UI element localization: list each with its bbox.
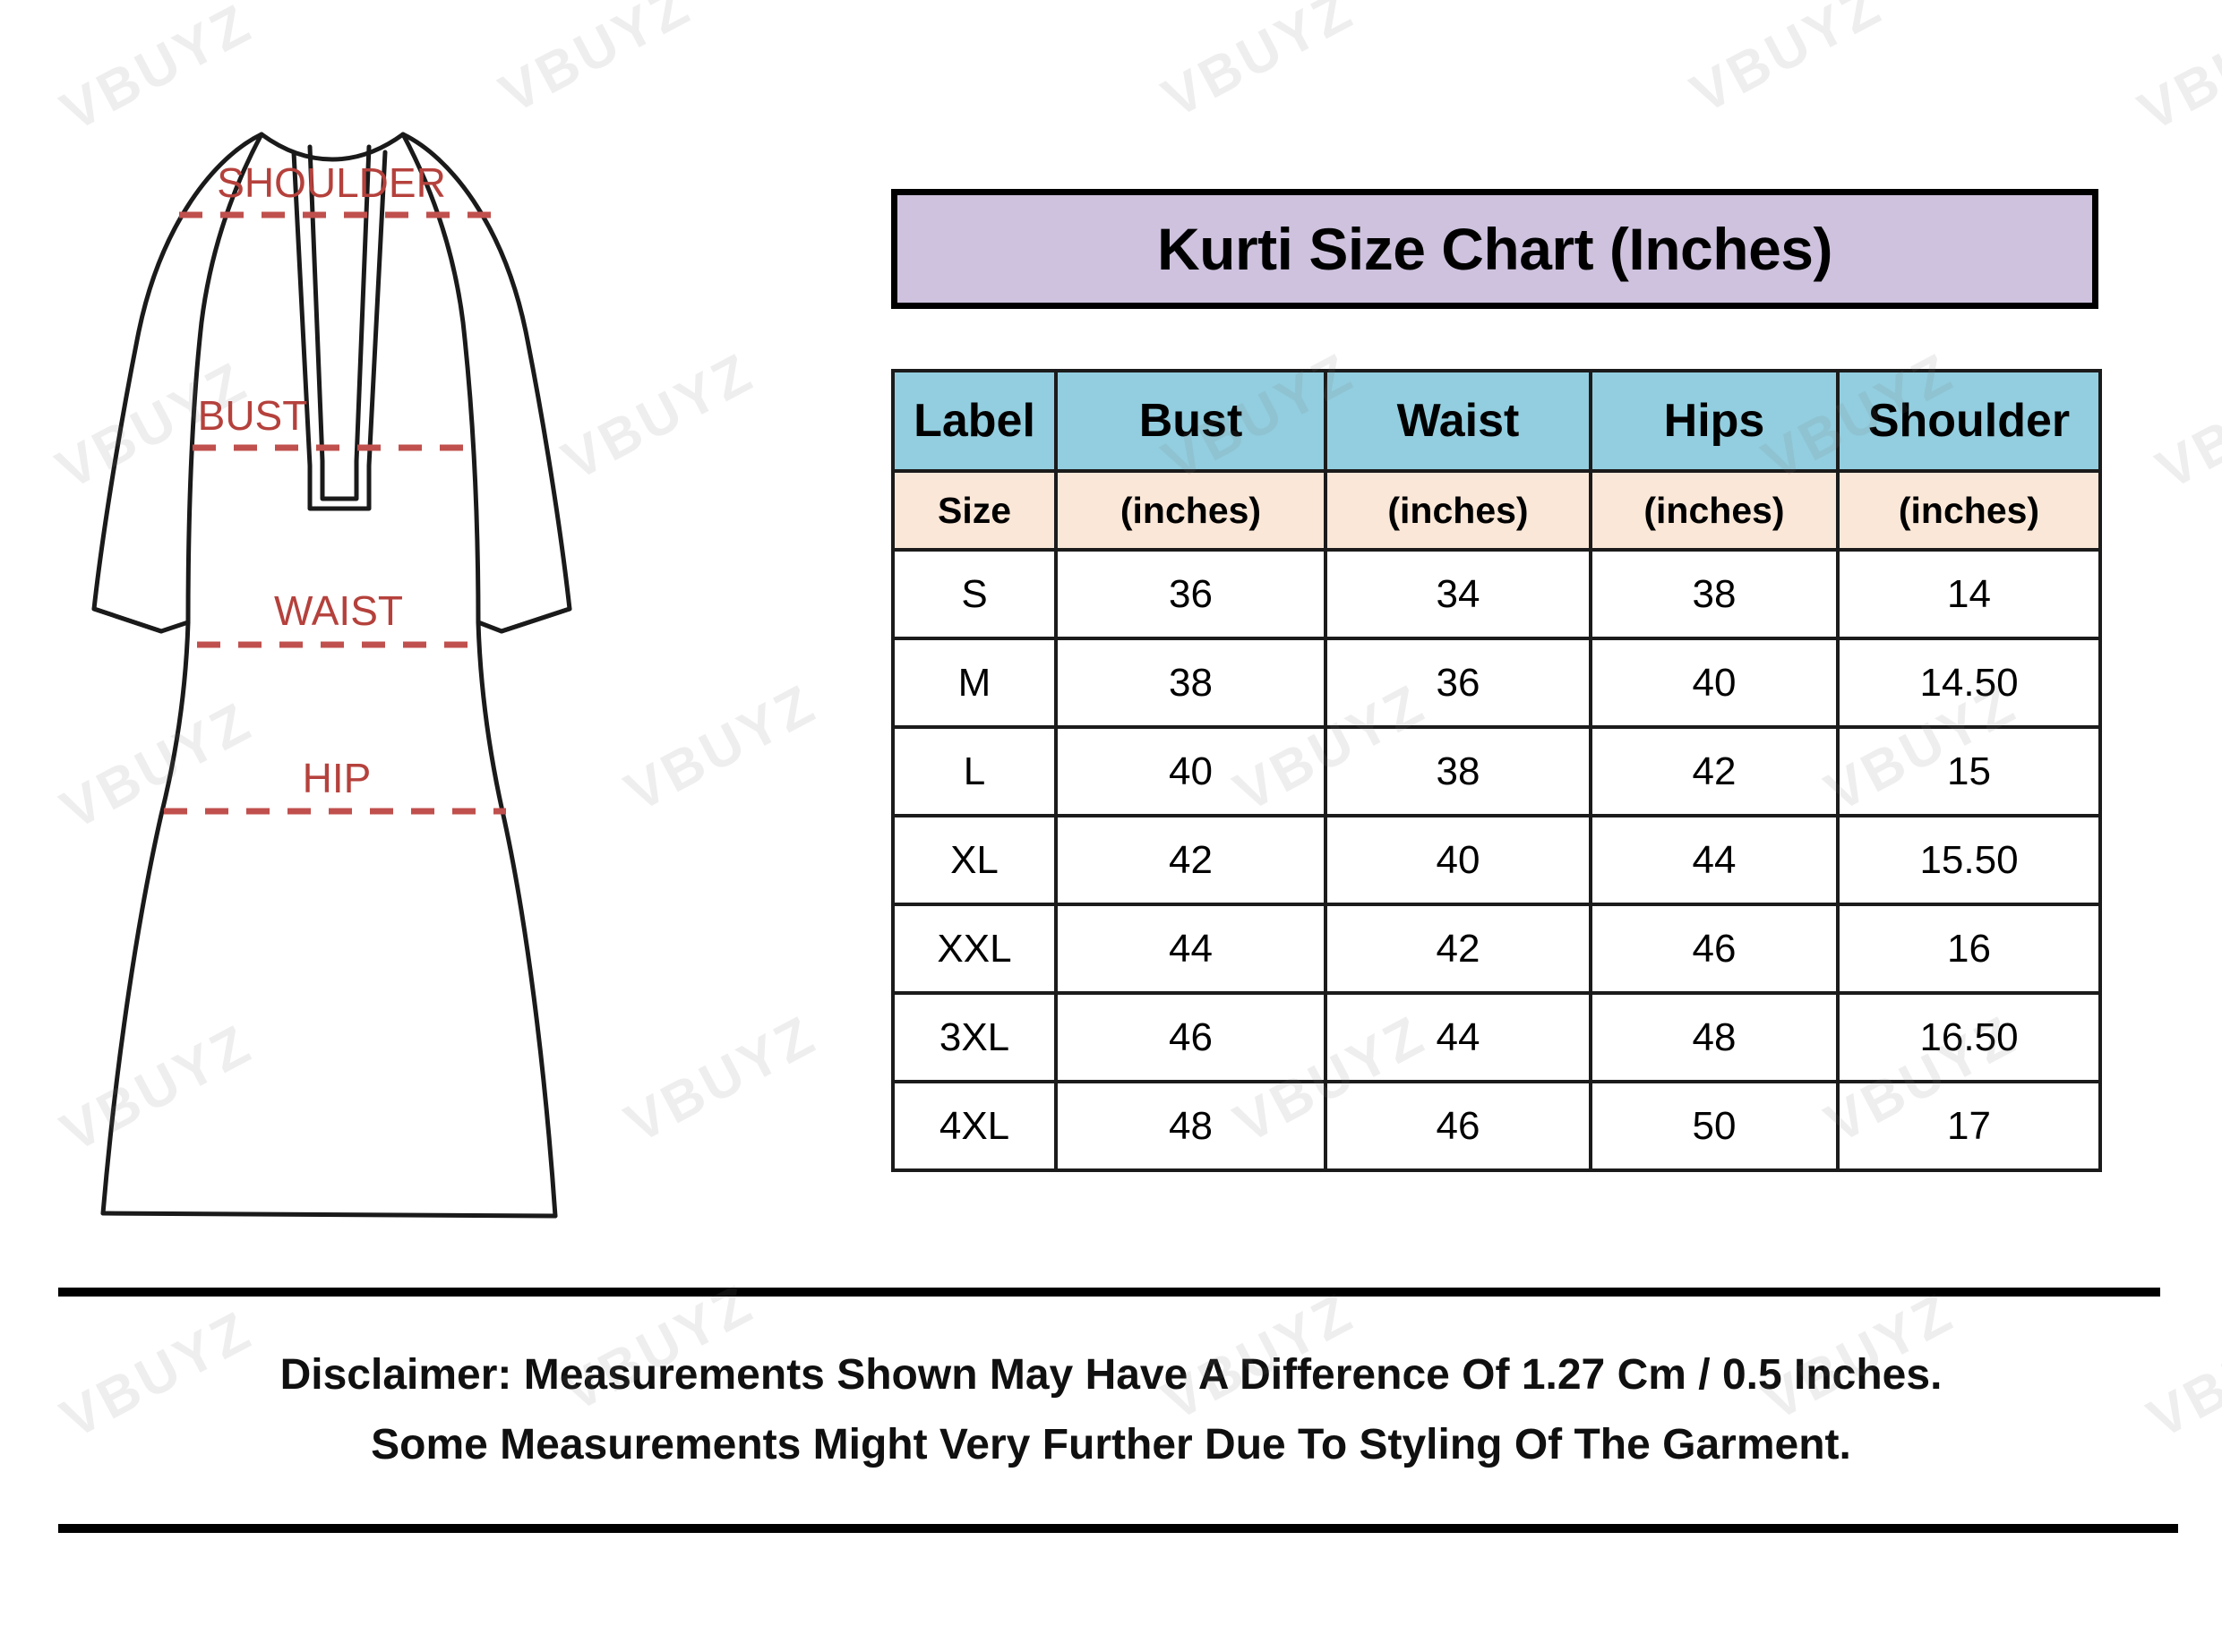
header-waist: Waist [1324, 369, 1592, 473]
size-chart-table: Label Bust Waist Hips Shoulder Size (inc… [891, 369, 2102, 1172]
cell-bust: 42 [1054, 814, 1327, 906]
cell-waist: 40 [1324, 814, 1592, 906]
cell-hips: 46 [1589, 903, 1840, 995]
table-header-row-main: Label Bust Waist Hips Shoulder [891, 369, 2102, 473]
watermark-text: VBUYZ [615, 1004, 827, 1155]
cell-waist: 46 [1324, 1080, 1592, 1172]
cell-waist: 44 [1324, 991, 1592, 1083]
cell-size: M [891, 637, 1058, 729]
header-waist-unit: (inches) [1324, 469, 1592, 552]
cell-hips: 48 [1589, 991, 1840, 1083]
kurti-illustration: SHOULDER BUST WAIST HIP [54, 107, 609, 1263]
shoulder-label: SHOULDER [217, 159, 446, 206]
table-header-row-units: Size (inches) (inches) (inches) (inches) [891, 469, 2102, 552]
cell-waist: 34 [1324, 548, 1592, 640]
cell-size: XL [891, 814, 1058, 906]
cell-shoulder: 17 [1836, 1080, 2102, 1172]
watermark-text: VBUYZ [1681, 0, 1892, 125]
table-row: 4XL 48 46 50 17 [891, 1080, 2102, 1172]
cell-hips: 42 [1589, 725, 1840, 817]
divider-top [58, 1288, 2160, 1297]
chart-title-box: Kurti Size Chart (Inches) [891, 189, 2098, 309]
cell-waist: 36 [1324, 637, 1592, 729]
table-row: XXL 44 42 46 16 [891, 903, 2102, 995]
header-label: Label [891, 369, 1058, 473]
header-hips: Hips [1589, 369, 1840, 473]
waist-label: WAIST [274, 587, 403, 634]
disclaimer: Disclaimer: Measurements Shown May Have … [0, 1340, 2222, 1480]
table-header: Label Bust Waist Hips Shoulder Size (inc… [891, 369, 2102, 552]
cell-bust: 36 [1054, 548, 1327, 640]
cell-bust: 46 [1054, 991, 1327, 1083]
cell-shoulder: 15 [1836, 725, 2102, 817]
table-row: 3XL 46 44 48 16.50 [891, 991, 2102, 1083]
disclaimer-line-1: Disclaimer: Measurements Shown May Have … [279, 1351, 1943, 1399]
bust-label: BUST [198, 392, 308, 439]
cell-hips: 44 [1589, 814, 1840, 906]
table-row: S 36 34 38 14 [891, 548, 2102, 640]
cell-size: 4XL [891, 1080, 1058, 1172]
cell-shoulder: 14.50 [1836, 637, 2102, 729]
cell-shoulder: 16.50 [1836, 991, 2102, 1083]
cell-shoulder: 16 [1836, 903, 2102, 995]
page-title: Kurti Size Chart (Inches) [1157, 216, 1832, 282]
table-body: S 36 34 38 14 M 38 36 40 14.50 L 40 38 4… [891, 548, 2102, 1172]
cell-hips: 40 [1589, 637, 1840, 729]
divider-bottom [58, 1524, 2178, 1533]
cell-size: 3XL [891, 991, 1058, 1083]
table-row: M 38 36 40 14.50 [891, 637, 2102, 729]
cell-bust: 38 [1054, 637, 1327, 729]
header-hips-unit: (inches) [1589, 469, 1840, 552]
cell-bust: 40 [1054, 725, 1327, 817]
cell-size: S [891, 548, 1058, 640]
cell-hips: 50 [1589, 1080, 1840, 1172]
watermark-text: VBUYZ [2147, 350, 2222, 501]
cell-waist: 42 [1324, 903, 1592, 995]
watermark-text: VBUYZ [2129, 0, 2222, 143]
cell-bust: 48 [1054, 1080, 1327, 1172]
watermark-text: VBUYZ [615, 672, 827, 824]
cell-shoulder: 14 [1836, 548, 2102, 640]
header-bust-unit: (inches) [1054, 469, 1327, 552]
table-row: XL 42 40 44 15.50 [891, 814, 2102, 906]
watermark-text: VBUYZ [1153, 0, 1364, 130]
disclaimer-line-2: Some Measurements Might Very Further Due… [371, 1421, 1851, 1468]
header-shoulder: Shoulder [1836, 369, 2102, 473]
cell-bust: 44 [1054, 903, 1327, 995]
header-bust: Bust [1054, 369, 1327, 473]
hip-label: HIP [303, 755, 372, 801]
cell-size: XXL [891, 903, 1058, 995]
header-shoulder-unit: (inches) [1836, 469, 2102, 552]
cell-shoulder: 15.50 [1836, 814, 2102, 906]
table-row: L 40 38 42 15 [891, 725, 2102, 817]
cell-hips: 38 [1589, 548, 1840, 640]
header-size-unit: Size [891, 469, 1058, 552]
cell-waist: 38 [1324, 725, 1592, 817]
cell-size: L [891, 725, 1058, 817]
